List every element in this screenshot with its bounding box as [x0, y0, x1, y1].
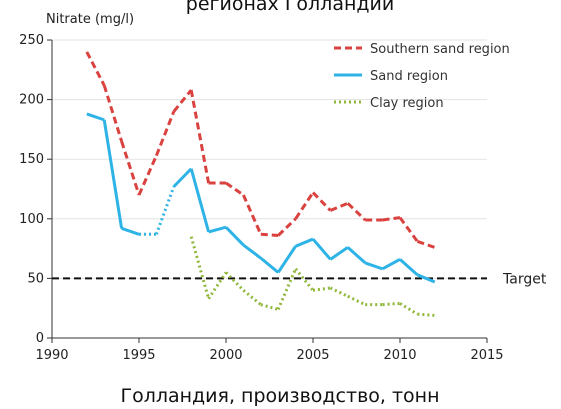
series-segment [102, 84, 124, 142]
series-segment [85, 51, 106, 86]
series-segment [121, 226, 140, 236]
series-segment [260, 232, 279, 237]
series-segment [120, 140, 141, 196]
series-segment [382, 301, 401, 307]
series-segment [311, 191, 332, 212]
series-segment [329, 286, 349, 298]
series-segment [347, 294, 366, 306]
series-segment [294, 267, 315, 292]
series-clay-region [189, 236, 435, 317]
series-segment [399, 258, 419, 276]
series-segment [329, 201, 349, 212]
series-segment [416, 273, 436, 284]
series-segment [242, 194, 263, 235]
series-segment [346, 202, 367, 222]
series-sand-region [86, 112, 436, 284]
series-segment [242, 243, 262, 260]
series-segment [189, 236, 211, 300]
series-segment [417, 312, 435, 317]
x-tick-label: 2000 [209, 348, 242, 363]
x-tick-label: 2015 [470, 348, 503, 363]
series-segment [102, 119, 124, 229]
series-segment [364, 261, 384, 271]
series-segment [312, 286, 331, 292]
x-tick-label: 1995 [122, 348, 155, 363]
legend: Southern sand region Sand region Clay regi… [334, 42, 510, 111]
axes: 0 50 100 150 200 250 1990 1995 2000 2005 2010 2015 [19, 33, 503, 363]
legend-label-2: Sand region [370, 69, 448, 84]
y-tick-label: 0 [36, 331, 44, 346]
series-segment [277, 217, 297, 237]
series-segment [276, 268, 297, 310]
series-segment [172, 89, 193, 113]
series-segment [224, 271, 245, 292]
series-segment [154, 186, 176, 235]
series-segment [398, 216, 419, 243]
series-segment [382, 216, 401, 222]
legend-label-3: Clay region [370, 96, 444, 111]
chart-title: регионах Голландии [186, 0, 394, 15]
series-segment [329, 246, 349, 261]
series-segment [346, 246, 367, 265]
y-tick-label: 200 [19, 93, 44, 108]
series-segment [137, 155, 158, 196]
series-segment [295, 237, 314, 248]
series-segment [381, 258, 401, 271]
x-tick-label: 2005 [296, 348, 329, 363]
series-segment [260, 303, 279, 311]
series-segment [276, 245, 297, 274]
gridlines [52, 39, 487, 279]
series-segment [189, 168, 211, 233]
series-segment [207, 271, 228, 300]
series-segment [399, 302, 419, 316]
legend-label-1: Southern sand region [370, 42, 510, 57]
series-segment [416, 240, 436, 249]
target-line-group: Target [52, 271, 547, 287]
series-segment [311, 238, 332, 261]
series-southern-sand-region [85, 51, 436, 249]
y-tick-label: 150 [19, 152, 44, 167]
series-segment [259, 256, 280, 274]
y-axis-title: Nitrate (mg/l) [46, 12, 134, 27]
x-tick-label: 2010 [383, 348, 416, 363]
series-segment [155, 110, 176, 157]
series-segment [189, 89, 211, 184]
y-tick-label: 250 [19, 33, 44, 48]
series-segment [86, 112, 105, 122]
chart-caption: Голландия, производство, тонн [120, 385, 439, 407]
series-segment [224, 226, 245, 247]
series-segment [172, 167, 193, 188]
y-tick-label: 50 [27, 271, 44, 286]
target-label: Target [502, 271, 547, 287]
series-segment [294, 191, 315, 220]
y-tick-label: 100 [19, 212, 44, 227]
series-group [85, 51, 436, 317]
series-segment [225, 181, 245, 197]
x-tick-label: 1990 [35, 348, 68, 363]
series-segment [242, 289, 262, 306]
series-segment [208, 225, 227, 234]
